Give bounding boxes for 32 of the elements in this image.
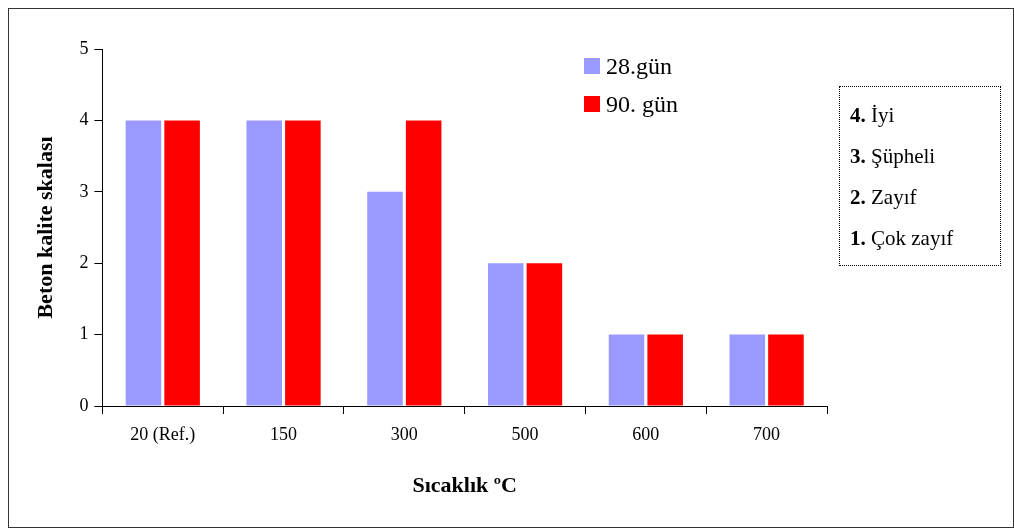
text: 3. Şüpheli	[850, 143, 937, 170]
x-axis-title: Sıcaklık ºC	[412, 472, 517, 498]
y-tick-label: 3	[79, 180, 89, 201]
y-tick-label: 4	[79, 109, 89, 130]
legend-label: 90. gün	[606, 90, 678, 118]
x-tick-label: 600	[632, 423, 660, 444]
text: 4. İyi	[850, 102, 896, 129]
bar	[608, 334, 645, 406]
y-axis-title: Beton kalite skalası	[31, 136, 57, 319]
bar	[125, 120, 162, 406]
x-tick-label: 300	[390, 423, 418, 444]
x-tick-label: 700	[753, 423, 781, 444]
text: 2. Zayıf	[850, 184, 918, 211]
x-tick-label: 500	[511, 423, 539, 444]
text: 1. Çok zayıf	[850, 225, 955, 252]
bar	[367, 191, 403, 406]
x-tick-label: 150	[270, 423, 298, 444]
bar	[729, 334, 766, 406]
bar	[405, 120, 442, 406]
bar	[246, 120, 282, 406]
legend-label: 28.gün	[606, 52, 672, 80]
y-tick-label: 2	[79, 251, 89, 272]
bar	[647, 334, 683, 406]
x-tick-label: 20 (Ref.)	[130, 423, 196, 445]
bar	[285, 120, 321, 406]
bar	[768, 334, 804, 406]
y-tick-label: 0	[79, 394, 89, 415]
y-tick-label: 1	[79, 323, 89, 344]
bar	[487, 263, 524, 406]
bar	[164, 120, 200, 406]
y-tick-label: 5	[79, 37, 89, 58]
bar	[526, 263, 563, 406]
